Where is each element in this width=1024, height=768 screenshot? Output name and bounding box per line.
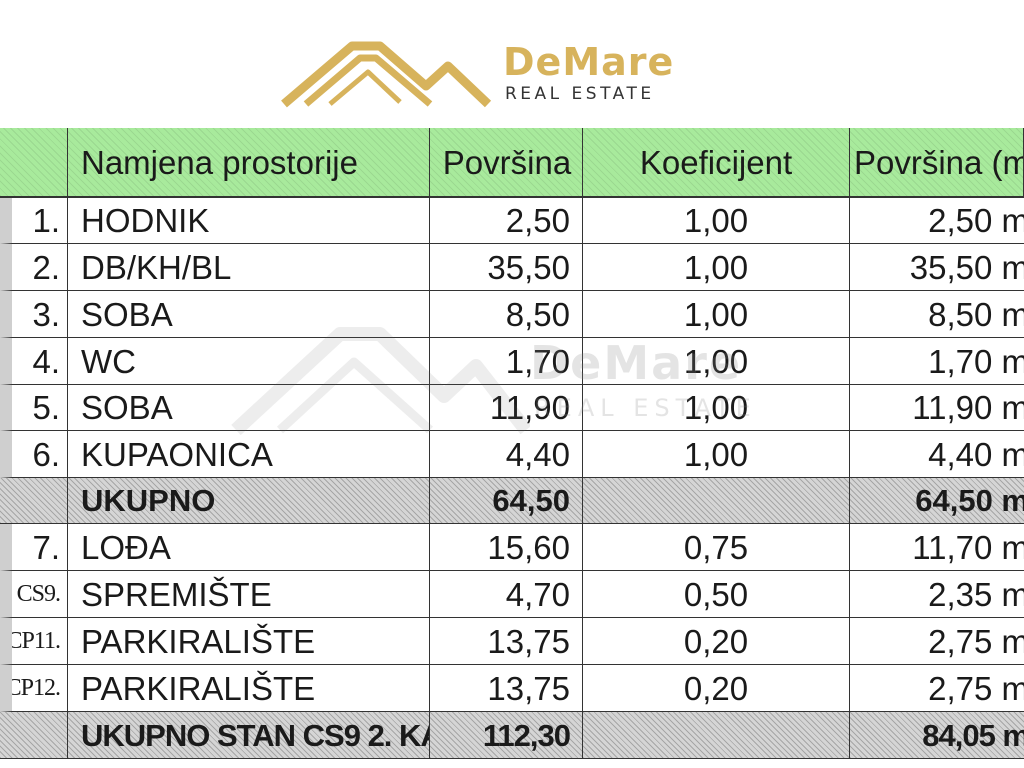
table-header-net-area: Površina (m xyxy=(850,128,1024,198)
table-cell-row-number xyxy=(0,478,68,524)
table-cell-net-area: 11,70 m xyxy=(850,524,1024,571)
brand-name: DeMare xyxy=(503,40,675,84)
table-cell-area: 35,50 xyxy=(430,244,583,291)
table-header-room-name: Namjena prostorije xyxy=(68,128,430,198)
table-header-row-number xyxy=(0,128,68,198)
table-cell-net-area: 2,75 m xyxy=(850,618,1024,665)
table-cell-net-area: 84,05 m xyxy=(850,712,1024,759)
table-cell-net-area: 4,40 m xyxy=(850,431,1024,478)
table-cell-net-area: 35,50 m xyxy=(850,244,1024,291)
table-cell-room-name: DB/KH/BL xyxy=(68,244,430,291)
table-cell-row-number: CP11. xyxy=(0,618,68,665)
table-cell-coefficient xyxy=(583,712,850,759)
table-cell-area: 13,75 xyxy=(430,618,583,665)
table-cell-coefficient: 1,00 xyxy=(583,338,850,385)
brand-subtitle: REAL ESTATE xyxy=(505,84,655,104)
table-cell-row-number: CS9. xyxy=(0,571,68,618)
table-cell-area: 4,40 xyxy=(430,431,583,478)
table-cell-room-name: PARKIRALIŠTE xyxy=(68,665,430,712)
table-cell-net-area: 8,50 m xyxy=(850,291,1024,338)
table-cell-room-name: WC xyxy=(68,338,430,385)
table-cell-net-area: 1,70 m xyxy=(850,338,1024,385)
table-cell-room-name: SOBA xyxy=(68,385,430,431)
table-cell-coefficient: 0,75 xyxy=(583,524,850,571)
table-cell-net-area: 11,90 m xyxy=(850,385,1024,431)
table-cell-coefficient: 1,00 xyxy=(583,385,850,431)
table-cell-room-name: UKUPNO STAN CS9 2. KAT xyxy=(68,712,430,759)
table-cell-coefficient: 0,20 xyxy=(583,618,850,665)
area-table: Namjena prostorije Površina Koeficijent Pov… xyxy=(0,128,1024,768)
table-cell-coefficient: 1,00 xyxy=(583,291,850,338)
table-cell-area: 15,60 xyxy=(430,524,583,571)
table-cell-room-name: SPREMIŠTE xyxy=(68,571,430,618)
table-cell-area: 112,30 xyxy=(430,712,583,759)
table-cell-coefficient: 1,00 xyxy=(583,431,850,478)
table-cell-area: 2,50 xyxy=(430,198,583,244)
table-cell-row-number: 3. xyxy=(0,291,68,338)
table-cell-area: 64,50 xyxy=(430,478,583,524)
table-cell-net-area: 2,75 m xyxy=(850,665,1024,712)
table-cell-net-area: 2,35 m xyxy=(850,571,1024,618)
table-cell-coefficient: 0,20 xyxy=(583,665,850,712)
table-header-coefficient: Koeficijent xyxy=(583,128,850,198)
table-cell-room-name: KUPAONICA xyxy=(68,431,430,478)
table-cell-coefficient: 1,00 xyxy=(583,198,850,244)
table-cell-coefficient xyxy=(583,478,850,524)
table-cell-room-name: HODNIK xyxy=(68,198,430,244)
table-cell-net-area: 2,50 m xyxy=(850,198,1024,244)
header: DeMare REAL ESTATE xyxy=(0,0,1024,128)
table-cell-row-number: 7. xyxy=(0,524,68,571)
table-cell-area: 8,50 xyxy=(430,291,583,338)
table-cell-row-number: 6. xyxy=(0,431,68,478)
table-cell-row-number: 1. xyxy=(0,198,68,244)
table-cell-row-number xyxy=(0,712,68,759)
table-cell-coefficient: 1,00 xyxy=(583,244,850,291)
table-cell-coefficient: 0,50 xyxy=(583,571,850,618)
table-cell-area: 11,90 xyxy=(430,385,583,431)
brand: DeMare REAL ESTATE xyxy=(503,40,674,104)
table-cell-area: 1,70 xyxy=(430,338,583,385)
table-cell-area: 4,70 xyxy=(430,571,583,618)
table-header-area: Površina xyxy=(430,128,583,198)
table-cell-row-number: 4. xyxy=(0,338,68,385)
table-cell-row-number: CP12. xyxy=(0,665,68,712)
table-cell-row-number: 2. xyxy=(0,244,68,291)
table-cell-room-name: UKUPNO xyxy=(68,478,430,524)
table-cell-net-area: 64,50 m xyxy=(850,478,1024,524)
table-cell-room-name: PARKIRALIŠTE xyxy=(68,618,430,665)
table-cell-row-number: 5. xyxy=(0,385,68,431)
table-cell-room-name: LOĐA xyxy=(68,524,430,571)
table-cell-area: 13,75 xyxy=(430,665,583,712)
roof-mountain-logo-icon xyxy=(281,41,492,108)
table-cell-room-name: SOBA xyxy=(68,291,430,338)
